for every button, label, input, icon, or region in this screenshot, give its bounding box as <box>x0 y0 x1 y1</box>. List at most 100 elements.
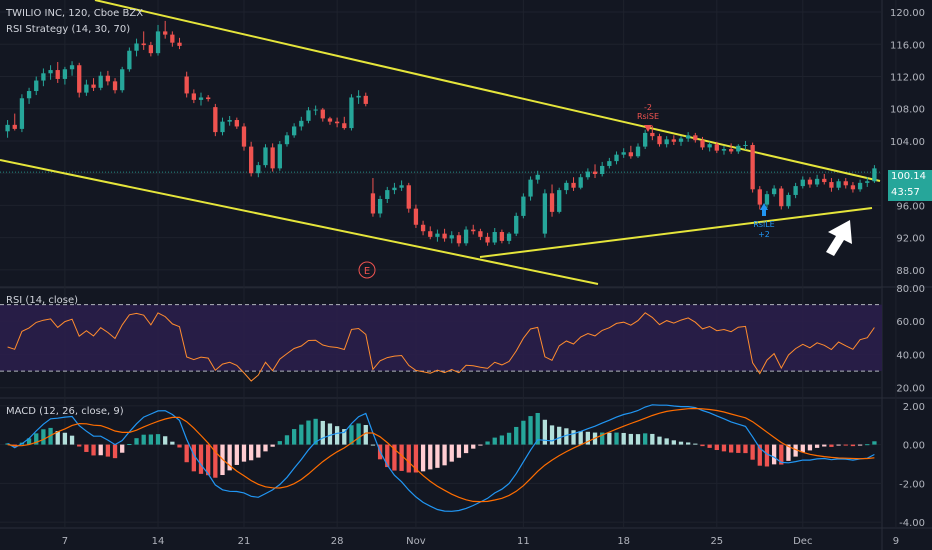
rsi-panel[interactable] <box>0 304 882 382</box>
macd-histogram-bar <box>807 444 813 451</box>
candle-up <box>607 161 612 166</box>
candle-up <box>736 145 741 152</box>
candle-up <box>836 181 841 188</box>
candle-up <box>764 194 770 205</box>
macd-histogram-bar <box>693 443 698 445</box>
macd-histogram-bar <box>829 444 834 447</box>
macd-histogram-bar <box>263 444 268 452</box>
support-trendline <box>479 207 873 258</box>
macd-histogram-bar <box>865 444 870 446</box>
candle-down <box>471 229 476 232</box>
candle-down <box>693 135 698 141</box>
candle-down <box>184 76 189 94</box>
candle-down <box>12 124 17 129</box>
macd-histogram-bar <box>299 424 304 445</box>
price-y-tick-label: 120.00 <box>890 8 925 19</box>
candle-down <box>163 31 168 35</box>
candle-up <box>686 135 691 139</box>
macd-histogram-bar <box>270 444 275 447</box>
macd-histogram-bar <box>707 444 712 448</box>
macd-histogram-bar <box>249 444 254 461</box>
macd-histogram-bar <box>857 444 863 446</box>
candle-up <box>41 73 46 81</box>
macd-histogram-bar <box>134 438 139 445</box>
candle-up <box>521 196 526 216</box>
macd-histogram-bar <box>664 438 669 445</box>
x-tick-label: 18 <box>617 536 630 547</box>
macd-histogram-bar <box>671 440 676 445</box>
macd-y-tick-label: 0.00 <box>903 441 925 452</box>
macd-histogram-bar <box>814 444 820 448</box>
macd-histogram-bar <box>213 444 218 478</box>
x-tick-label: 28 <box>331 536 344 547</box>
macd-histogram-bar <box>184 444 189 463</box>
candle-up <box>793 186 798 195</box>
macd-histogram-bar <box>327 423 333 445</box>
candle-up <box>463 229 469 244</box>
macd-histogram-bar <box>177 444 182 448</box>
price-y-tick-label: 88.00 <box>896 266 925 277</box>
macd-histogram-bar <box>506 432 512 445</box>
candle-up <box>678 138 684 142</box>
macd-histogram-bar <box>256 444 261 458</box>
candle-up <box>664 139 669 145</box>
candle-up <box>19 98 25 129</box>
macd-histogram-bar <box>521 420 526 445</box>
long-signal-label: RsiLE <box>753 220 774 229</box>
candle-down <box>112 81 118 91</box>
candle-up <box>62 69 68 79</box>
macd-histogram-bar <box>793 444 798 457</box>
bar-countdown: 43:57 <box>888 186 932 201</box>
candle-up <box>392 187 397 191</box>
rsi-title: RSI (14, close) <box>6 295 79 306</box>
candle-down <box>750 145 755 190</box>
macd-histogram-bar <box>91 444 96 456</box>
candle-down <box>456 235 462 244</box>
macd-histogram-bar <box>234 444 239 465</box>
candle-down <box>843 181 848 186</box>
macd-histogram-bar <box>800 444 805 453</box>
macd-histogram-bar <box>700 444 705 447</box>
macd-histogram-bar <box>435 444 440 468</box>
candle-up <box>284 135 290 145</box>
macd-histogram-bar <box>334 426 340 445</box>
short-signal-arrow <box>644 125 652 132</box>
candle-down <box>700 140 705 148</box>
x-tick-label: 11 <box>517 536 530 547</box>
macd-histogram-bar <box>549 425 555 445</box>
candle-up <box>26 91 32 99</box>
macd-histogram-bar <box>413 444 419 473</box>
macd-histogram-bar <box>69 435 75 445</box>
candle-down <box>141 43 146 46</box>
candle-down <box>241 126 247 147</box>
candle-up <box>743 145 748 146</box>
candle-up <box>585 171 591 178</box>
candle-down <box>628 152 633 157</box>
earnings-marker-label: E <box>364 266 370 277</box>
lower-trendline <box>0 159 599 285</box>
candle-up <box>435 233 440 237</box>
candle-up <box>614 154 619 162</box>
candle-down <box>327 118 333 122</box>
macd-line <box>7 404 875 512</box>
candle-down <box>829 182 834 188</box>
macd-title: MACD (12, 26, close, 9) <box>6 406 124 417</box>
macd-histogram-bar <box>356 423 361 445</box>
candle-up <box>385 190 390 199</box>
candle-down <box>657 136 662 145</box>
candle-down <box>592 171 598 175</box>
candle-up <box>198 97 204 100</box>
candle-down <box>105 75 111 82</box>
macd-histogram-bar <box>442 444 447 466</box>
macd-histogram-bar <box>241 444 247 462</box>
price-y-tick-label: 116.00 <box>890 40 925 51</box>
candle-up <box>535 174 540 180</box>
macd-panel[interactable] <box>5 404 877 512</box>
candle-up <box>34 80 39 92</box>
candle-down <box>428 231 433 237</box>
macd-histogram-bar <box>406 444 411 473</box>
candle-up <box>291 126 297 136</box>
macd-histogram-bar <box>112 444 118 459</box>
